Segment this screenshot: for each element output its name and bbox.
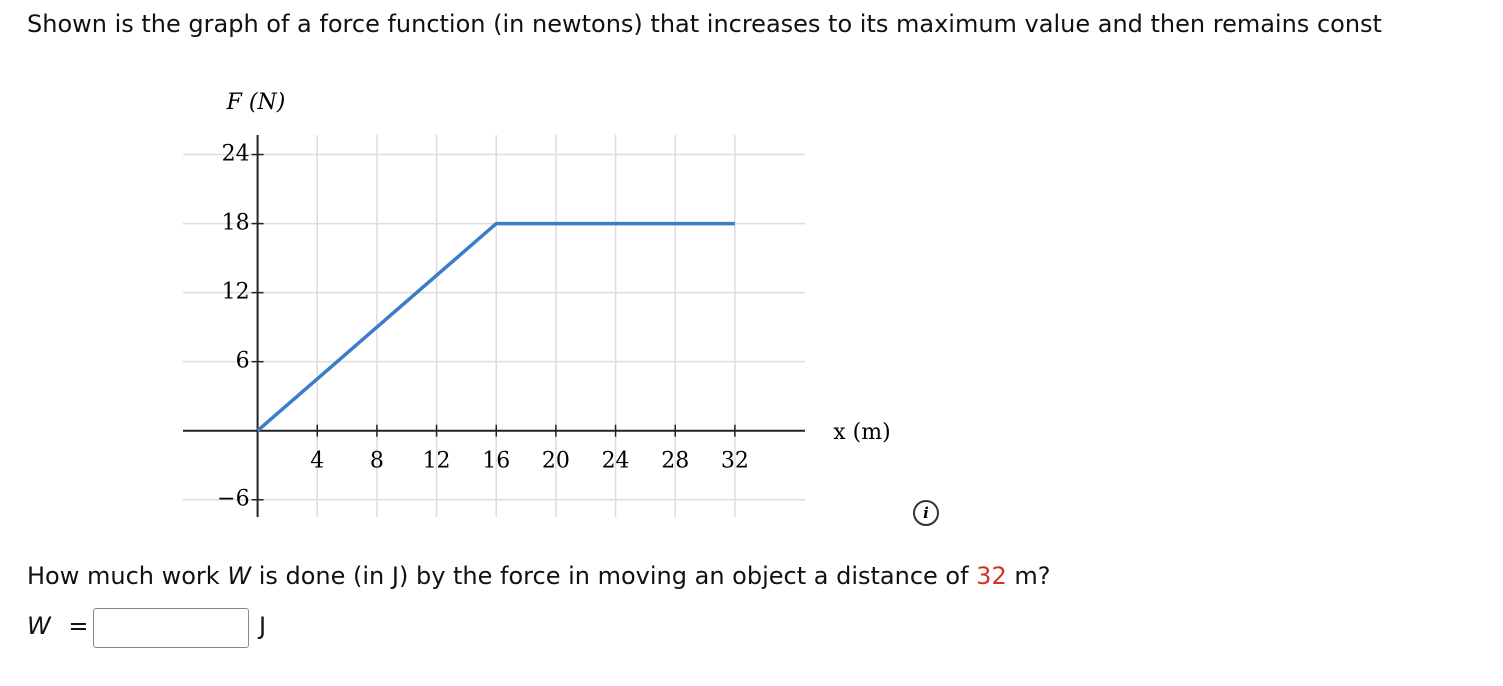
- question-distance: 32: [976, 562, 1007, 590]
- answer-unit: J: [259, 612, 267, 640]
- question-text: is done (in J) by the force in moving an…: [251, 562, 977, 590]
- x-tick-label: 4: [310, 449, 324, 474]
- info-icon-glyph: i: [923, 504, 929, 522]
- answer-variable: W: [27, 612, 51, 640]
- y-tick-label: 6: [236, 349, 250, 374]
- x-tick-label: 8: [370, 449, 384, 474]
- info-icon[interactable]: [913, 500, 939, 526]
- x-tick-label: 32: [721, 449, 749, 474]
- answer-input[interactable]: [93, 608, 249, 648]
- y-tick-label: 12: [222, 280, 250, 305]
- answer-equals: =: [68, 612, 89, 640]
- answer-row: W = J: [27, 608, 266, 648]
- y-tick-label: 24: [222, 142, 250, 167]
- question-variable: W: [227, 562, 252, 590]
- x-tick-label: 24: [602, 449, 630, 474]
- question-text: m?: [1006, 562, 1051, 590]
- chart: F (N) x (m) i −6 6 12 18 24 4 8 12 16 20 24 28 32: [183, 90, 939, 526]
- data-line: [256, 221, 735, 433]
- x-tick-label: 20: [542, 449, 570, 474]
- x-tick-label: 28: [661, 449, 689, 474]
- x-axis-label: x (m): [833, 420, 890, 445]
- y-axis-label: F (N): [226, 90, 286, 115]
- x-tick-label: 12: [423, 449, 451, 474]
- question: How much work W is done (in J) by the fo…: [27, 562, 1050, 590]
- intro-text: Shown is the graph of a force function (…: [27, 10, 1382, 38]
- x-tick-label: 16: [482, 449, 510, 474]
- question-text: How much work: [27, 562, 228, 590]
- y-tick-label: −6: [217, 487, 249, 512]
- y-tick-label: 18: [222, 211, 250, 236]
